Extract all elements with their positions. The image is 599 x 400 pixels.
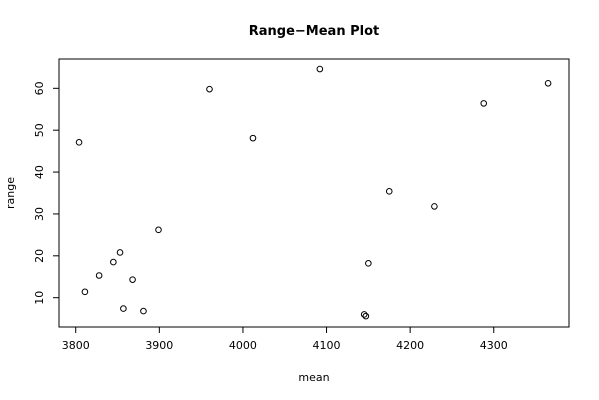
data-point: [431, 203, 438, 210]
chart-title: Range−Mean Plot: [249, 24, 380, 39]
x-axis-label: mean: [298, 371, 329, 384]
y-tick-label: 30: [33, 207, 46, 221]
x-axis: 3800 3900 4000 4100 4200 4300: [62, 327, 508, 352]
data-point: [140, 307, 147, 315]
data-point: [360, 311, 368, 318]
data-point: [110, 258, 117, 266]
data-point: [129, 276, 136, 283]
data-points: [75, 65, 552, 320]
y-tick-label: 10: [33, 291, 46, 305]
data-point: [249, 134, 257, 142]
data-point: [155, 226, 162, 234]
data-point: [75, 139, 83, 146]
x-tick-label: 4200: [396, 339, 424, 352]
data-point: [120, 305, 127, 312]
x-tick-label: 3900: [145, 339, 173, 352]
y-tick-label: 60: [33, 81, 46, 95]
data-point: [81, 288, 89, 296]
x-tick-label: 4000: [229, 339, 257, 352]
data-point: [316, 65, 324, 73]
y-tick-label: 40: [33, 165, 46, 179]
data-point: [95, 272, 103, 279]
data-point: [480, 100, 488, 107]
data-point: [544, 79, 552, 87]
data-point: [206, 85, 213, 93]
data-point: [365, 260, 372, 267]
x-tick-label: 4100: [313, 339, 341, 352]
y-axis: 10 20 30 40 50 60: [33, 81, 59, 305]
plot-frame: [58, 58, 570, 328]
data-point: [385, 188, 393, 195]
y-tick-label: 20: [33, 249, 46, 263]
data-point: [362, 312, 370, 320]
y-axis-label: range: [4, 177, 17, 209]
x-tick-label: 4300: [480, 339, 508, 352]
data-point: [116, 249, 124, 256]
y-tick-label: 50: [33, 123, 46, 137]
x-tick-label: 3800: [62, 339, 90, 352]
